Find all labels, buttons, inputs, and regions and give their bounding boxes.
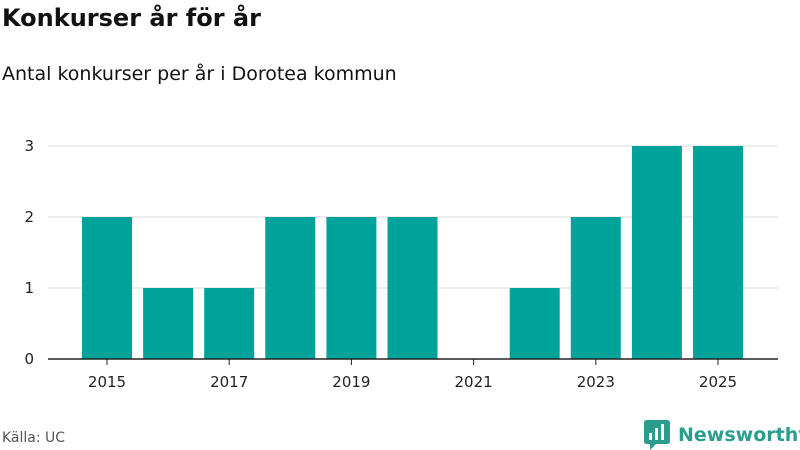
brand-name: Newsworthy [678, 424, 800, 446]
bar-2015[interactable] [82, 217, 132, 359]
axes [48, 358, 778, 365]
y-tick-label: 3 [24, 137, 34, 155]
bars [82, 146, 743, 359]
bar-2023[interactable] [570, 217, 621, 359]
bar-2024[interactable] [631, 146, 682, 359]
brand-logo[interactable]: Newsworthy [644, 420, 800, 450]
bar-2025[interactable] [693, 146, 743, 359]
chart-title: Konkurser år för år [2, 4, 261, 32]
chart-subtitle: Antal konkurser per år i Dorotea kommun [2, 63, 397, 85]
bar-2019[interactable] [326, 217, 377, 359]
y-tick-label: 1 [24, 279, 34, 297]
tick-labels: 0 1 2 3 2015 2017 2019 2021 2023 2025 [24, 137, 737, 391]
x-tick-label: 2021 [455, 373, 493, 391]
bar-2016[interactable] [143, 288, 194, 359]
x-tick-label: 2017 [210, 373, 248, 391]
bar-chart: 0 1 2 3 2015 2017 2019 2021 2023 2025 [24, 137, 778, 391]
newsworthy-logo-icon [644, 420, 670, 450]
x-tick-label: 2019 [332, 373, 370, 391]
x-tick-label: 2023 [577, 373, 615, 391]
source-note: Källa: UC [2, 430, 66, 446]
bar-2017[interactable] [204, 288, 255, 359]
bar-2018[interactable] [265, 217, 316, 359]
bar-2022[interactable] [509, 288, 560, 359]
x-tick-label: 2015 [88, 373, 126, 391]
bar-2020[interactable] [387, 217, 438, 359]
y-tick-label: 2 [24, 208, 34, 226]
x-tick-label: 2025 [699, 373, 737, 391]
y-tick-label: 0 [24, 350, 34, 368]
